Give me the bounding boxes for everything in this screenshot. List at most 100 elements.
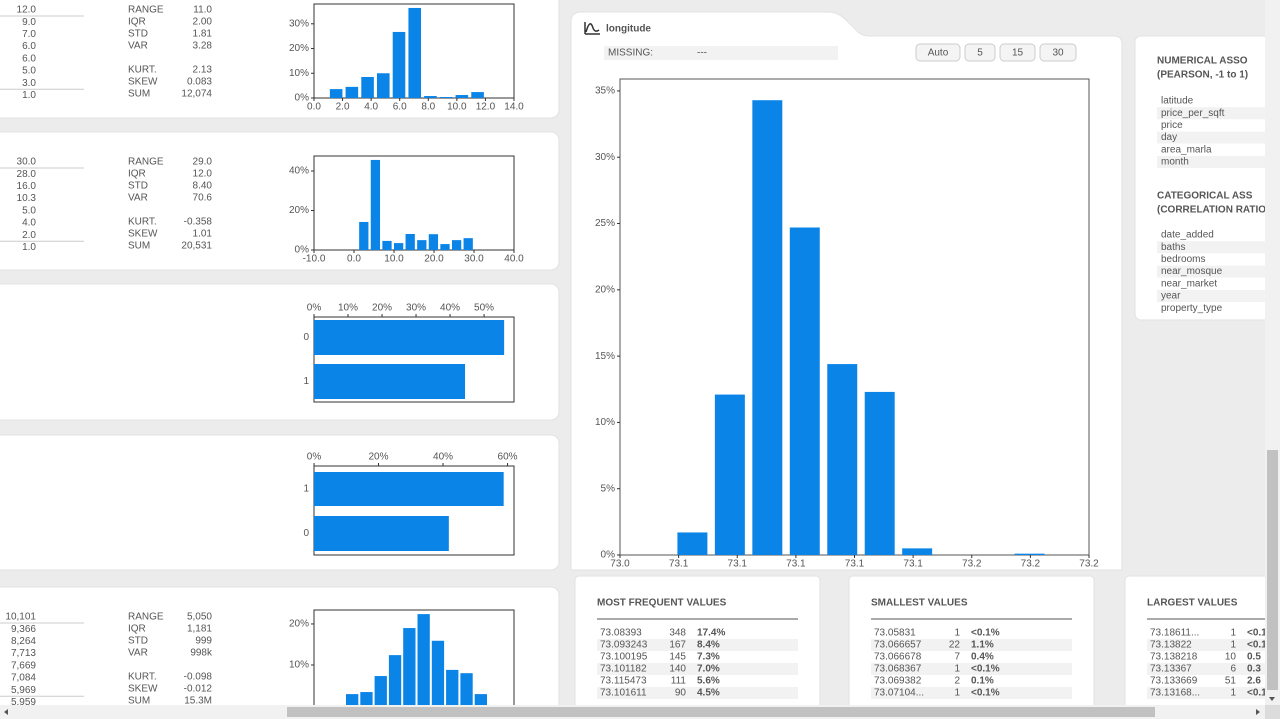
bin-button[interactable] [999, 43, 1036, 62]
bar [361, 76, 374, 98]
x-tick-label: 60% [498, 452, 518, 463]
stat-label: STD [128, 636, 148, 647]
bin-button[interactable] [915, 43, 961, 62]
quantile-value: 10,101 [5, 612, 36, 623]
bar [388, 655, 402, 706]
y-tick-label: 0% [601, 550, 616, 561]
cell-percent: 0.4% [971, 652, 994, 663]
bar [360, 692, 373, 706]
cell-value: 73.138218 [1150, 652, 1198, 663]
bar [314, 472, 504, 506]
stat-value: 11.0 [193, 5, 212, 16]
missing-label: MISSING: [608, 48, 653, 59]
bin-button-label[interactable]: 30 [1052, 48, 1064, 59]
missing-value: --- [697, 48, 707, 59]
stat-value: 1,181 [187, 624, 212, 635]
assoc-item: price_per_sqft [1161, 108, 1225, 119]
row-shade [597, 639, 798, 651]
bar [329, 89, 343, 98]
cell-count: 140 [669, 664, 686, 675]
x-tick-label: 40% [433, 452, 453, 463]
quantile-value: 5,969 [11, 685, 36, 696]
bar [408, 7, 421, 99]
row-shade [1147, 663, 1280, 675]
cell-value: 73.093243 [600, 640, 648, 651]
x-tick-label: 2.0 [336, 102, 350, 113]
quantile-value: 7,669 [11, 660, 36, 671]
bar [405, 234, 415, 250]
cell-count: 1 [954, 628, 960, 639]
y-tick-label: 20% [289, 205, 309, 216]
cell-count: 111 [671, 676, 687, 687]
h-scroll-thumb[interactable] [287, 707, 1155, 717]
bar [446, 669, 459, 706]
category-label: 1 [303, 484, 309, 495]
stat-label: SKEW [128, 77, 158, 88]
scroll-corner [1265, 705, 1280, 719]
stat-label: KURT. [128, 672, 157, 683]
y-tick-label: 10% [289, 660, 309, 671]
quantile-value: 3.0 [22, 78, 36, 89]
bin-button-label[interactable]: 5 [977, 48, 983, 59]
x-tick-label: 73.0 [610, 559, 630, 570]
row-shade [871, 687, 1072, 699]
quantile-value: 28.0 [17, 169, 37, 180]
stat-value: -0.098 [184, 672, 213, 683]
cell-percent: 2.6 [1247, 676, 1261, 687]
cell-value: 73.066678 [874, 652, 922, 663]
bar [424, 96, 437, 98]
cell-value: 73.101182 [600, 664, 647, 675]
scroll-down-arrow[interactable] [1269, 697, 1275, 701]
stat-value: 998k [190, 648, 213, 659]
category-label: 0 [303, 528, 309, 539]
bar [346, 694, 359, 706]
bar [314, 516, 449, 551]
y-tick-label: 15% [595, 351, 615, 362]
cell-count: 1 [1230, 628, 1236, 639]
bin-button-label[interactable]: Auto [928, 48, 949, 59]
row-shade [871, 639, 1072, 651]
stat-value: 1.81 [193, 29, 213, 40]
y-tick-label: 5% [601, 483, 616, 494]
quantile-value: 4.0 [22, 218, 36, 229]
cell-percent: <0.1% [971, 688, 1000, 699]
x-tick-label: 0% [307, 303, 322, 314]
bar [403, 628, 416, 706]
x-tick-label: 6.0 [393, 102, 407, 113]
cell-percent: 8.4% [697, 640, 720, 651]
x-tick-label: 73.1 [669, 559, 689, 570]
x-tick-label: 73.1 [903, 559, 923, 570]
assoc-subtitle: (PEARSON, -1 to 1) [1157, 70, 1248, 81]
v-scroll-thumb[interactable] [1267, 450, 1278, 690]
cell-value: 73.069382 [874, 676, 922, 687]
cell-percent: 5.6% [697, 676, 720, 687]
feature-title: longitude [606, 24, 651, 35]
bar [460, 673, 473, 706]
cell-value: 73.08393 [600, 628, 642, 639]
bar [902, 548, 933, 555]
bar [451, 240, 462, 250]
bin-button-label[interactable]: 15 [1012, 48, 1024, 59]
cell-value: 73.066657 [874, 640, 922, 651]
x-tick-label: 50% [474, 303, 494, 314]
x-tick-label: 73.1 [845, 559, 865, 570]
cell-value: 73.07104... [874, 688, 924, 699]
assoc-item: year [1161, 291, 1181, 302]
row-shade [1157, 241, 1267, 254]
bar [463, 238, 473, 250]
bin-button[interactable] [1039, 43, 1077, 62]
x-tick-label: 20% [369, 452, 389, 463]
bar [417, 614, 430, 706]
stat-value: 2.00 [193, 17, 213, 28]
assoc-item: near_mosque [1161, 266, 1223, 277]
bin-button[interactable] [964, 43, 996, 62]
y-tick-label: 10% [595, 417, 615, 428]
x-tick-label: 73.1 [728, 559, 748, 570]
cell-percent: 0.3 [1247, 664, 1261, 675]
cell-count: 167 [669, 640, 686, 651]
y-tick-label: 40% [289, 166, 309, 177]
x-tick-label: 10.0 [384, 254, 404, 265]
stat-label: SKEW [128, 229, 158, 240]
stat-label: KURT. [128, 217, 157, 228]
stat-label: KURT. [128, 65, 157, 76]
